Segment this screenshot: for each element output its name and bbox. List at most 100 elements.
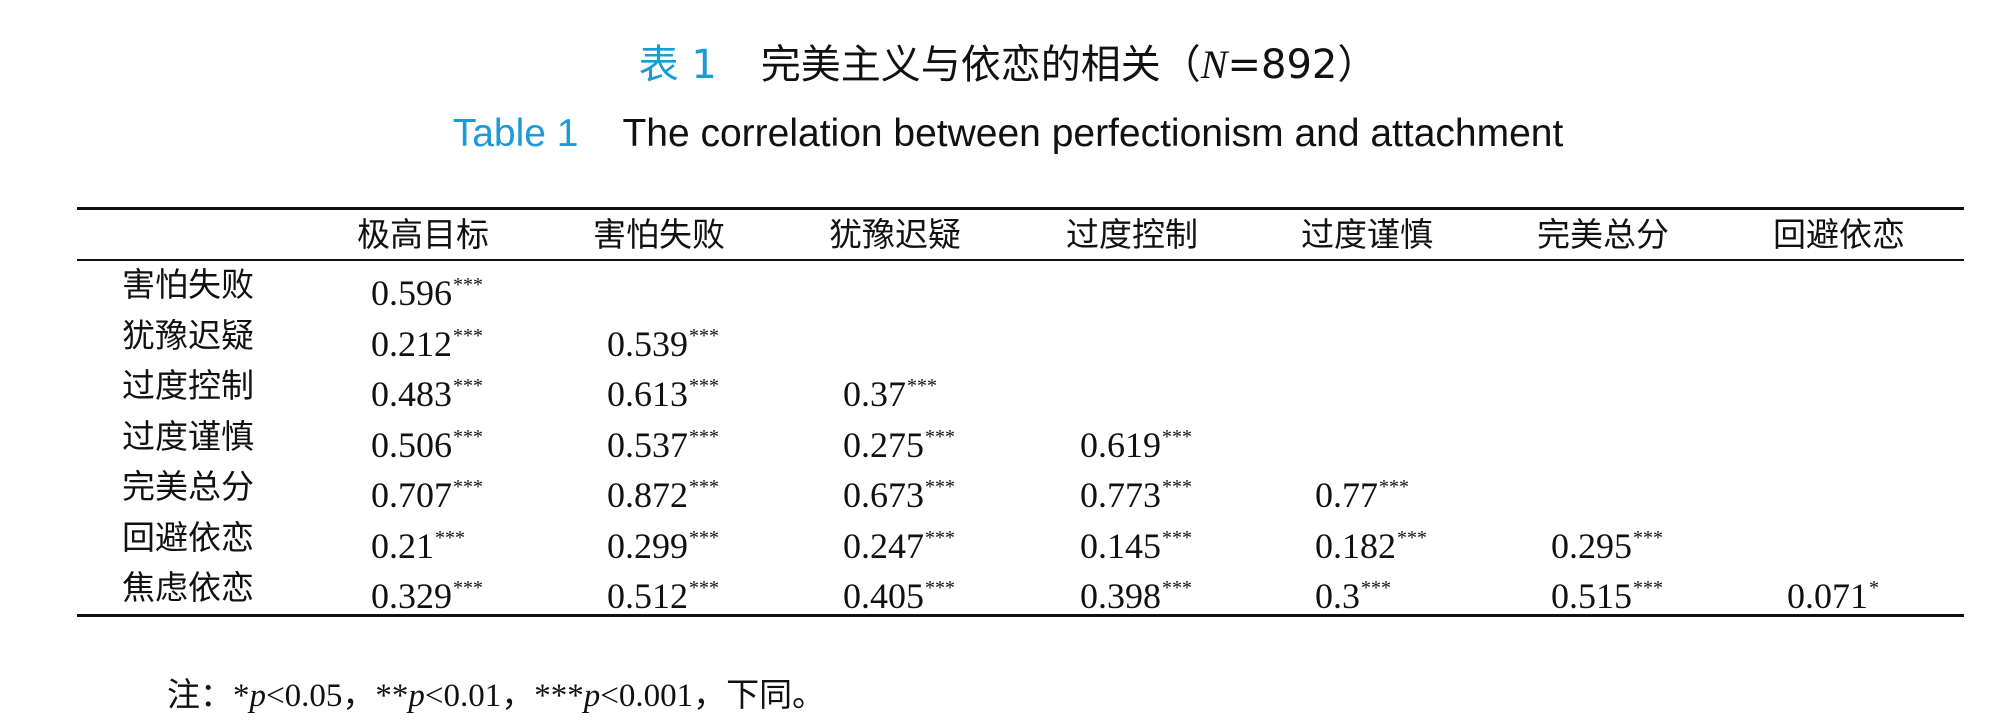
note-text: <0.05，** <box>266 678 409 714</box>
cell: 0.37*** <box>843 364 937 416</box>
top-rule <box>77 207 1964 210</box>
cell-value: 0.405 <box>843 576 924 616</box>
title-en: Table 1 The correlation between perfectio… <box>0 112 2016 156</box>
cell: 0.537*** <box>607 415 719 467</box>
cell-value: 0.275 <box>843 424 924 465</box>
cell-value: 0.506 <box>371 424 452 465</box>
cell-value: 0.398 <box>1080 576 1161 616</box>
cell: 0.145*** <box>1080 516 1192 568</box>
cell-value: 0.247 <box>843 525 924 566</box>
cell: 0.483*** <box>371 364 483 416</box>
cell: 0.512*** <box>607 566 719 618</box>
row-label: 犹豫迟疑 <box>122 315 254 355</box>
column-header: 过度谨慎 <box>1301 215 1433 254</box>
cell: 0.619*** <box>1080 415 1192 467</box>
significance: *** <box>1162 577 1192 599</box>
cell: 0.299*** <box>607 516 719 568</box>
significance: *** <box>1633 577 1663 599</box>
significance: *** <box>689 577 719 599</box>
cell: 0.329*** <box>371 566 483 618</box>
cell-value: 0.299 <box>607 525 688 566</box>
cell-value: 0.515 <box>1551 576 1632 616</box>
significance: *** <box>907 375 937 397</box>
significance: *** <box>1361 577 1391 599</box>
row-label: 过度控制 <box>122 366 254 405</box>
cell: 0.613*** <box>607 364 719 416</box>
significance: *** <box>453 375 483 397</box>
cell: 0.506*** <box>371 415 483 467</box>
significance: *** <box>925 425 955 448</box>
significance: *** <box>1379 476 1409 498</box>
cell-value: 0.707 <box>371 475 452 515</box>
cell-value: 0.673 <box>843 475 924 515</box>
title-cn: 表 1 完美主义与依恋的相关（N=892） <box>0 32 2016 90</box>
cell-value: 0.537 <box>607 424 688 465</box>
cell: 0.182*** <box>1315 516 1427 568</box>
cell-value: 0.212 <box>371 323 452 364</box>
cell-value: 0.182 <box>1315 525 1396 566</box>
cell-value: 0.773 <box>1080 475 1161 515</box>
cell-value: 0.295 <box>1551 525 1632 566</box>
cell: 0.539*** <box>607 314 719 366</box>
significance: *** <box>1162 526 1192 549</box>
cell-value: 0.539 <box>607 323 688 364</box>
cell-value: 0.77 <box>1315 475 1378 515</box>
row-label: 回避依恋 <box>122 517 254 557</box>
p-symbol: p <box>408 678 425 714</box>
cell-value: 0.613 <box>607 374 688 414</box>
column-header: 回避依恋 <box>1773 215 1905 254</box>
cell-value: 0.872 <box>607 475 688 515</box>
note-text: <0.001，下同。 <box>600 678 826 714</box>
significance: *** <box>925 577 955 599</box>
column-header: 犹豫迟疑 <box>829 215 961 254</box>
p-symbol: p <box>249 678 267 714</box>
significance: *** <box>689 526 719 549</box>
column-header: 极高目标 <box>357 215 489 254</box>
p-symbol: p <box>583 678 601 714</box>
cell: 0.21*** <box>371 516 465 568</box>
significance: *** <box>453 476 483 498</box>
cell: 0.3*** <box>1315 566 1391 618</box>
cell: 0.275*** <box>843 415 955 467</box>
cell: 0.398*** <box>1080 566 1192 618</box>
cell: 0.247*** <box>843 516 955 568</box>
significance: * <box>1869 577 1879 599</box>
cell: 0.405*** <box>843 566 955 618</box>
column-header: 害怕失败 <box>593 215 725 254</box>
cell: 0.673*** <box>843 465 955 517</box>
cell: 0.295*** <box>1551 516 1663 568</box>
cell-value: 0.21 <box>371 525 434 566</box>
row-label: 焦虑依恋 <box>122 568 254 607</box>
cell-value: 0.483 <box>371 374 452 414</box>
cell: 0.515*** <box>1551 566 1663 618</box>
column-header: 过度控制 <box>1066 215 1198 254</box>
n-text: =892） <box>1227 42 1378 88</box>
cell: 0.212*** <box>371 314 483 366</box>
note: 注：*p<0.05，**p<0.01，***p<0.001，下同。 <box>167 668 825 716</box>
cell: 0.596*** <box>371 263 483 315</box>
significance: *** <box>689 476 719 498</box>
table-label: 表 1 <box>638 42 717 88</box>
cell-value: 0.145 <box>1080 525 1161 566</box>
significance: *** <box>1162 476 1192 498</box>
cell-value: 0.329 <box>371 576 452 616</box>
cell: 0.77*** <box>1315 465 1409 517</box>
bottom-rule <box>77 614 1964 617</box>
cell-value: 0.619 <box>1080 424 1161 465</box>
significance: *** <box>1633 526 1663 549</box>
cell: 0.707*** <box>371 465 483 517</box>
n-symbol: N <box>1200 42 1228 87</box>
cell-value: 0.512 <box>607 576 688 616</box>
note-text: <0.01，*** <box>424 678 584 714</box>
significance: *** <box>435 526 465 549</box>
cell: 0.872*** <box>607 465 719 517</box>
cell-value: 0.3 <box>1315 576 1360 616</box>
cell-value: 0.37 <box>843 374 906 414</box>
significance: *** <box>689 425 719 448</box>
significance: *** <box>1397 526 1427 549</box>
mid-rule <box>77 259 1964 261</box>
cell-value: 0.071 <box>1787 576 1868 616</box>
row-label: 害怕失败 <box>122 265 254 304</box>
title-text: The correlation between perfectionism an… <box>622 112 1564 155</box>
